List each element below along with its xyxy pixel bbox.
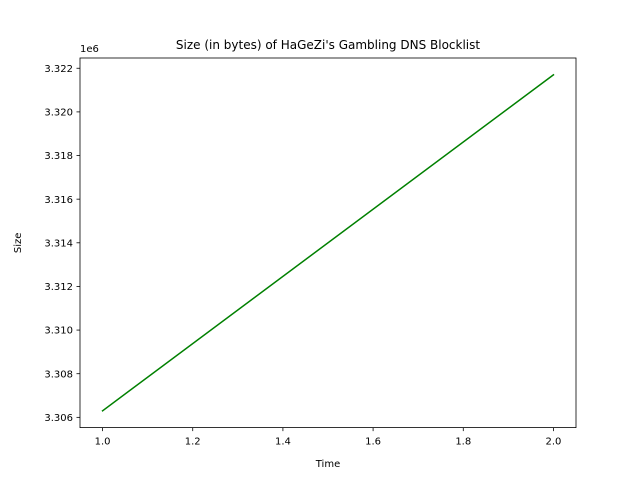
y-tick-label: 3.322 bbox=[44, 64, 73, 75]
y-tick-label: 3.308 bbox=[44, 369, 73, 380]
x-tick-label: 2.0 bbox=[546, 437, 562, 448]
series-line bbox=[101, 73, 555, 412]
x-axis-label: Time bbox=[315, 459, 340, 470]
y-tick-label: 3.318 bbox=[44, 151, 73, 162]
axis-ticks: 1.0 1.2 1.4 1.6 1.8 2.0 3.306 3.308 3.310 3.312 3.… bbox=[44, 64, 561, 448]
y-axis-offset-label: 1e6 bbox=[80, 44, 99, 55]
y-tick-label: 3.314 bbox=[44, 238, 73, 249]
y-tick-label: 3.310 bbox=[44, 326, 73, 337]
x-tick-label: 1.0 bbox=[95, 437, 111, 448]
data-marks bbox=[101, 73, 555, 412]
chart-title: Size (in bytes) of HaGeZi's Gambling DNS… bbox=[176, 38, 480, 52]
y-tick-label: 3.316 bbox=[44, 195, 73, 206]
axes-frame bbox=[79, 57, 577, 429]
y-tick-label: 3.312 bbox=[44, 282, 73, 293]
x-tick-label: 1.6 bbox=[365, 437, 381, 448]
y-tick-label: 3.306 bbox=[44, 413, 73, 424]
y-axis-label: Size bbox=[13, 233, 24, 254]
x-tick-label: 1.4 bbox=[275, 437, 291, 448]
x-tick-label: 1.2 bbox=[185, 437, 201, 448]
y-tick-label: 3.320 bbox=[44, 107, 73, 118]
x-tick-label: 1.8 bbox=[455, 437, 471, 448]
